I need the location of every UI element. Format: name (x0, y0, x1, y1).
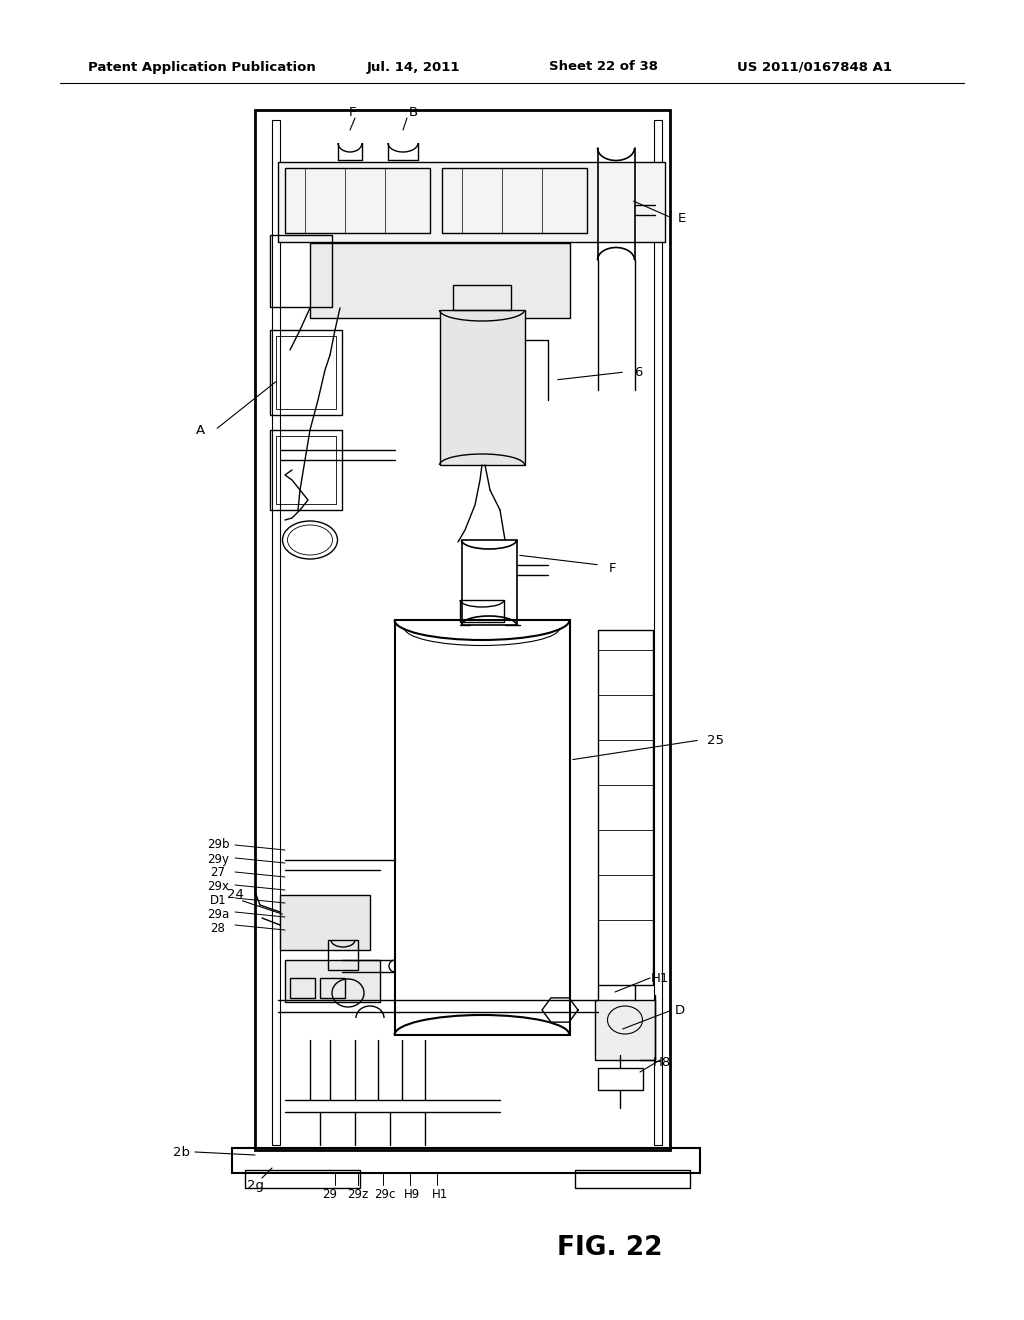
Bar (575, 1170, 690, 1188)
Text: 29: 29 (323, 1188, 338, 1201)
Bar (453, 285, 511, 310)
Bar (270, 430, 342, 510)
Text: 29a: 29a (207, 908, 229, 921)
Bar (255, 110, 670, 1150)
Text: 6: 6 (634, 366, 642, 379)
Text: 29y: 29y (207, 853, 229, 866)
Bar (285, 168, 430, 234)
Text: 2g: 2g (247, 1180, 263, 1192)
Bar (270, 235, 332, 308)
Text: US 2011/0167848 A1: US 2011/0167848 A1 (737, 61, 892, 74)
Text: B: B (409, 106, 418, 119)
Text: FIG. 22: FIG. 22 (557, 1236, 663, 1261)
Bar (462, 540, 517, 624)
Text: H8: H8 (653, 1056, 671, 1068)
Text: 29b: 29b (207, 838, 229, 851)
Text: D: D (675, 1003, 685, 1016)
Bar (270, 330, 342, 414)
Text: F: F (608, 561, 615, 574)
Text: 24: 24 (226, 888, 244, 902)
Bar (595, 1001, 655, 1060)
Text: 28: 28 (211, 923, 225, 936)
Bar (598, 630, 653, 985)
Text: 29z: 29z (347, 1188, 369, 1201)
Bar (280, 895, 370, 950)
Text: 2b: 2b (173, 1146, 190, 1159)
Bar (654, 120, 662, 1144)
Text: 29c: 29c (375, 1188, 395, 1201)
Bar (285, 960, 380, 1002)
Bar (319, 978, 345, 998)
Bar (598, 1068, 643, 1090)
Bar (245, 1170, 360, 1188)
Bar (290, 978, 315, 998)
Text: 25: 25 (707, 734, 724, 747)
Bar (440, 310, 525, 465)
Bar (276, 337, 336, 409)
Bar (310, 243, 570, 318)
Text: Jul. 14, 2011: Jul. 14, 2011 (367, 61, 461, 74)
Bar (395, 620, 570, 1035)
Text: H1: H1 (651, 972, 670, 985)
Text: Sheet 22 of 38: Sheet 22 of 38 (549, 61, 658, 74)
Bar (442, 168, 587, 234)
Bar (276, 436, 336, 504)
Bar (328, 940, 358, 970)
Text: F: F (348, 106, 355, 119)
Bar (272, 120, 280, 1144)
Text: D1: D1 (210, 895, 226, 908)
Text: A: A (196, 424, 205, 437)
Text: 29x: 29x (207, 880, 229, 894)
Bar (460, 601, 504, 622)
Text: H1: H1 (432, 1188, 449, 1201)
Text: Patent Application Publication: Patent Application Publication (88, 61, 315, 74)
Text: 27: 27 (211, 866, 225, 879)
Bar (232, 1148, 700, 1173)
Bar (278, 162, 665, 242)
Text: H9: H9 (403, 1188, 420, 1201)
Text: E: E (678, 211, 686, 224)
